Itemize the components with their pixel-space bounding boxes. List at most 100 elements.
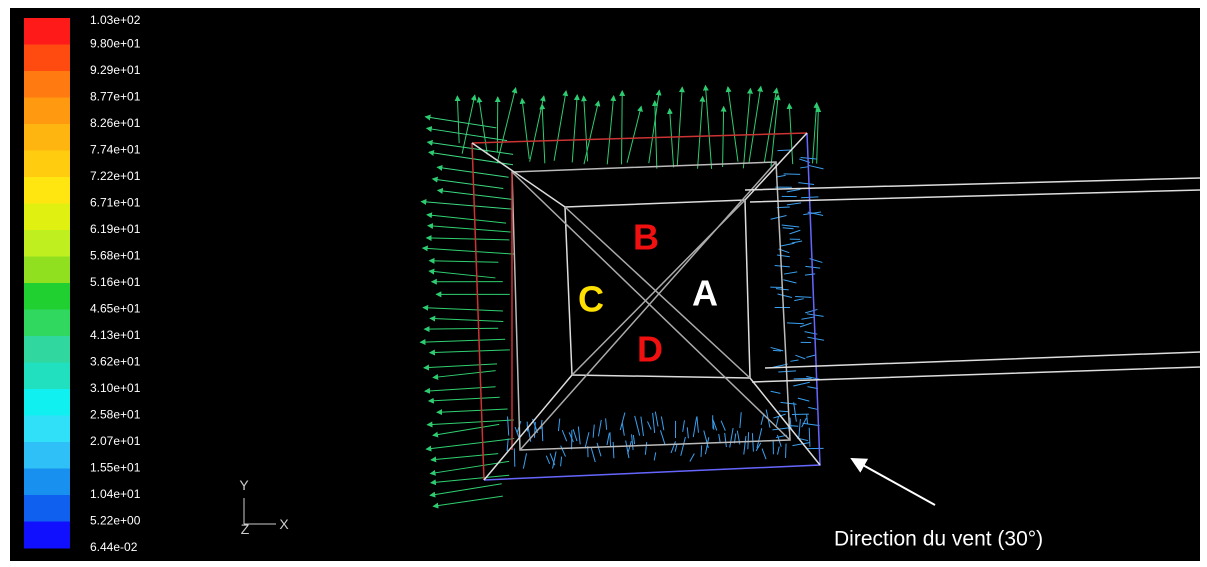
vector bbox=[786, 188, 801, 193]
vector bbox=[584, 432, 590, 449]
vector bbox=[808, 427, 811, 447]
axis-label: Z bbox=[241, 521, 250, 537]
axis-triad bbox=[243, 498, 276, 525]
vector bbox=[686, 427, 689, 439]
color-swatch bbox=[24, 495, 70, 522]
colorbar-label: 7.22e+01 bbox=[90, 169, 141, 183]
vector bbox=[619, 412, 626, 431]
colorbar-label: 7.74e+01 bbox=[90, 143, 141, 157]
vector bbox=[800, 166, 809, 169]
vector bbox=[552, 451, 557, 469]
colorbar-label: 1.03e+02 bbox=[90, 13, 141, 27]
vector bbox=[676, 86, 685, 166]
vector bbox=[806, 313, 824, 317]
vector bbox=[596, 442, 602, 457]
vector bbox=[496, 87, 518, 164]
vector bbox=[422, 304, 503, 312]
vector bbox=[553, 89, 569, 161]
vector bbox=[704, 437, 710, 455]
vector bbox=[770, 346, 784, 352]
vector bbox=[423, 326, 499, 333]
vector bbox=[806, 375, 820, 380]
color-swatch bbox=[24, 336, 70, 363]
colorbar: 1.03e+02 9.80e+01 9.29e+01 8.77e+01 8.26e+01… bbox=[24, 13, 141, 554]
vector bbox=[432, 495, 503, 509]
vector bbox=[770, 94, 781, 167]
vector bbox=[522, 453, 528, 469]
vector bbox=[652, 412, 656, 433]
vector bbox=[545, 455, 551, 464]
vector bbox=[720, 420, 726, 431]
vector bbox=[429, 460, 510, 476]
vector bbox=[619, 89, 626, 165]
vector bbox=[659, 430, 666, 446]
wind-arrow bbox=[850, 458, 936, 506]
vector bbox=[597, 419, 602, 437]
vector bbox=[513, 448, 516, 467]
vector bbox=[429, 315, 504, 323]
vector bbox=[696, 416, 699, 433]
colorbar-label: 1.55e+01 bbox=[90, 461, 141, 475]
colorbar-label: 2.58e+01 bbox=[90, 408, 141, 422]
colorbar-label: 5.68e+01 bbox=[90, 249, 141, 263]
vector bbox=[743, 436, 747, 455]
vector bbox=[432, 423, 500, 438]
color-swatch bbox=[24, 203, 70, 231]
vector bbox=[426, 419, 514, 428]
vector bbox=[519, 97, 530, 159]
vector bbox=[428, 257, 499, 264]
colorbar-label: 2.07e+01 bbox=[90, 434, 141, 448]
vector bbox=[763, 87, 779, 164]
vectors bbox=[419, 84, 825, 509]
vector bbox=[803, 211, 822, 216]
colorbar-label: 5.22e+00 bbox=[90, 514, 141, 528]
vector bbox=[606, 94, 617, 165]
vector bbox=[436, 408, 508, 416]
vector bbox=[533, 421, 536, 438]
vector bbox=[425, 235, 510, 242]
geometry bbox=[471, 132, 1201, 481]
vector bbox=[670, 441, 676, 454]
vector bbox=[804, 273, 816, 276]
vector bbox=[692, 417, 698, 438]
vector bbox=[426, 222, 511, 233]
vector bbox=[660, 416, 665, 431]
color-swatch bbox=[24, 256, 70, 284]
vector bbox=[429, 474, 510, 486]
vector bbox=[786, 202, 802, 206]
vector bbox=[425, 126, 508, 142]
vector bbox=[541, 425, 544, 442]
vector bbox=[808, 406, 818, 410]
colorbar-label: 5.16e+01 bbox=[90, 275, 141, 289]
vector bbox=[423, 363, 498, 371]
vector bbox=[783, 279, 797, 284]
vector bbox=[795, 296, 812, 298]
color-swatch bbox=[24, 150, 70, 178]
vector bbox=[756, 428, 763, 449]
vector bbox=[647, 421, 652, 430]
vector bbox=[540, 419, 543, 430]
vector bbox=[751, 433, 754, 452]
vector bbox=[775, 415, 780, 427]
vector bbox=[427, 150, 514, 166]
vector bbox=[807, 386, 819, 390]
vector bbox=[621, 423, 625, 436]
vector bbox=[689, 453, 695, 462]
vector bbox=[427, 396, 500, 404]
color-swatch bbox=[24, 44, 70, 72]
axis-label: X bbox=[279, 516, 289, 532]
vector bbox=[797, 397, 810, 402]
vector bbox=[697, 95, 706, 169]
colorbar-label: 3.10e+01 bbox=[90, 381, 141, 395]
vector bbox=[748, 85, 764, 163]
vector bbox=[790, 359, 799, 362]
vector bbox=[774, 264, 790, 268]
vector bbox=[651, 100, 658, 169]
color-swatch bbox=[24, 521, 70, 549]
vector bbox=[631, 434, 634, 450]
vector bbox=[436, 187, 514, 201]
axis-label: Y bbox=[239, 477, 249, 493]
vector bbox=[572, 428, 578, 442]
